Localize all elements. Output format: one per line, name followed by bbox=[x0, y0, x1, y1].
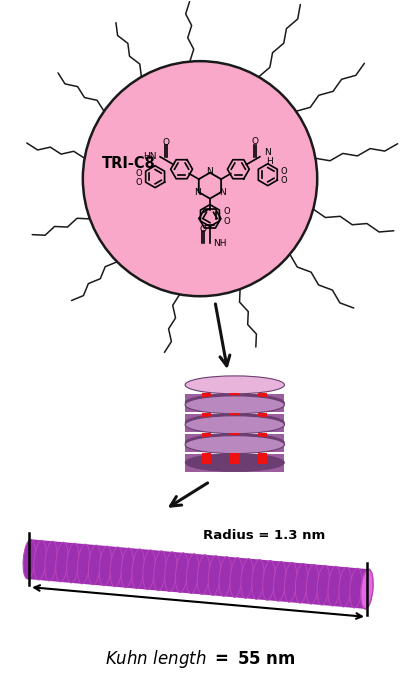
Ellipse shape bbox=[295, 563, 308, 603]
Bar bbox=[202, 433, 211, 444]
Ellipse shape bbox=[185, 396, 284, 414]
Polygon shape bbox=[185, 394, 284, 412]
Bar bbox=[202, 452, 211, 463]
Text: O: O bbox=[281, 176, 287, 185]
Ellipse shape bbox=[56, 542, 68, 582]
Ellipse shape bbox=[34, 540, 46, 580]
Polygon shape bbox=[185, 414, 284, 432]
Ellipse shape bbox=[154, 551, 166, 591]
Ellipse shape bbox=[241, 559, 253, 598]
Text: O: O bbox=[251, 137, 258, 146]
Text: Radius = 1.3 nm: Radius = 1.3 nm bbox=[204, 528, 326, 542]
Ellipse shape bbox=[328, 566, 340, 606]
Bar bbox=[230, 452, 239, 463]
Text: O: O bbox=[200, 225, 206, 234]
Text: H: H bbox=[266, 157, 273, 166]
Ellipse shape bbox=[306, 564, 319, 604]
Ellipse shape bbox=[165, 552, 177, 591]
Ellipse shape bbox=[143, 550, 155, 590]
Ellipse shape bbox=[219, 556, 231, 596]
Ellipse shape bbox=[230, 558, 242, 598]
Ellipse shape bbox=[208, 556, 221, 596]
Text: HN: HN bbox=[144, 152, 157, 161]
Text: N: N bbox=[264, 148, 271, 157]
Ellipse shape bbox=[197, 555, 210, 594]
Text: O: O bbox=[135, 169, 142, 178]
Ellipse shape bbox=[186, 554, 199, 593]
Bar bbox=[257, 452, 266, 463]
Ellipse shape bbox=[361, 569, 373, 609]
Bar bbox=[230, 412, 239, 424]
Ellipse shape bbox=[78, 544, 90, 584]
Ellipse shape bbox=[132, 549, 144, 589]
Ellipse shape bbox=[185, 394, 284, 412]
Polygon shape bbox=[185, 454, 284, 472]
Ellipse shape bbox=[252, 560, 264, 599]
Ellipse shape bbox=[67, 543, 79, 583]
Bar bbox=[257, 393, 266, 404]
Text: O: O bbox=[162, 138, 170, 147]
Text: O: O bbox=[224, 217, 231, 226]
Ellipse shape bbox=[99, 546, 112, 586]
Ellipse shape bbox=[185, 454, 284, 472]
Polygon shape bbox=[27, 540, 369, 609]
Text: O: O bbox=[224, 207, 231, 216]
Bar bbox=[230, 393, 239, 404]
Ellipse shape bbox=[121, 548, 133, 588]
Polygon shape bbox=[185, 433, 284, 452]
Ellipse shape bbox=[110, 547, 122, 586]
Ellipse shape bbox=[284, 563, 297, 602]
Text: O: O bbox=[135, 178, 142, 187]
Ellipse shape bbox=[83, 61, 317, 296]
Ellipse shape bbox=[361, 569, 373, 609]
Ellipse shape bbox=[350, 568, 362, 608]
Ellipse shape bbox=[175, 553, 188, 593]
Bar bbox=[257, 412, 266, 424]
Ellipse shape bbox=[185, 414, 284, 432]
Text: N: N bbox=[195, 188, 201, 197]
Ellipse shape bbox=[263, 561, 275, 600]
Ellipse shape bbox=[185, 416, 284, 433]
Text: NH: NH bbox=[213, 239, 226, 248]
Ellipse shape bbox=[339, 568, 351, 607]
Ellipse shape bbox=[274, 561, 286, 601]
Ellipse shape bbox=[23, 540, 35, 579]
Bar bbox=[202, 393, 211, 404]
Bar bbox=[202, 412, 211, 424]
Ellipse shape bbox=[185, 435, 284, 454]
Ellipse shape bbox=[185, 433, 284, 452]
Ellipse shape bbox=[45, 541, 57, 581]
Text: O: O bbox=[281, 167, 287, 176]
Ellipse shape bbox=[89, 545, 101, 585]
Text: TRI-C8: TRI-C8 bbox=[102, 157, 155, 171]
Bar bbox=[230, 433, 239, 444]
Bar bbox=[257, 433, 266, 444]
Text: N: N bbox=[219, 188, 225, 197]
Ellipse shape bbox=[317, 565, 330, 605]
Ellipse shape bbox=[185, 376, 284, 394]
Text: N: N bbox=[206, 167, 213, 176]
Text: $\mathit{Kuhn\ length}$$\bf{\ =\ 55\ nm}$: $\mathit{Kuhn\ length}$$\bf{\ =\ 55\ nm}… bbox=[105, 648, 295, 670]
